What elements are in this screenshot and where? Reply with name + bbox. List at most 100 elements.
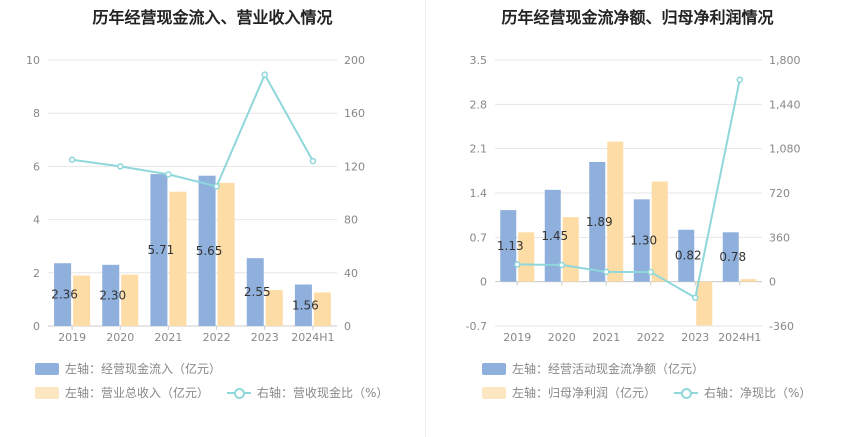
ratio-point: [647, 268, 654, 276]
bar-secondary: [562, 217, 579, 282]
ratio-point: [309, 157, 317, 165]
legend-item-net-profit[interactable]: 左轴：归母净利润（亿元）: [482, 384, 656, 401]
ratio-point: [165, 171, 172, 178]
ratio-point: [603, 268, 610, 276]
legend-swatch-bar-orange: [482, 386, 506, 399]
ratio-point: [68, 156, 76, 163]
bar-data-label: 5.65: [196, 244, 223, 258]
bar-secondary: [73, 275, 91, 326]
legend-label: 左轴：营业总收入（亿元）: [65, 386, 210, 400]
y-right-tick-label: 720: [769, 187, 790, 200]
ratio-point: [261, 71, 268, 78]
ratio-point: [117, 163, 124, 170]
x-tick-label: 2022: [203, 331, 231, 344]
ratio-point: [213, 183, 220, 190]
y-right-tick-label: 0: [769, 276, 776, 289]
y-right-tick-label: 360: [769, 231, 790, 244]
bar-secondary: [313, 292, 331, 326]
panel-divider: [425, 0, 426, 437]
y-right-tick-label: 120: [344, 160, 365, 173]
legend-item-net-cash-ratio[interactable]: 右轴：净现比（%）: [674, 384, 811, 401]
y-left-tick-label: 3.5: [470, 54, 488, 67]
ratio-point: [558, 261, 565, 269]
bar-secondary: [651, 181, 668, 282]
y-right-tick-label: 1,080: [769, 143, 801, 156]
ratio-point: [514, 261, 521, 268]
y-left-tick-label: 0: [480, 276, 487, 289]
bar-secondary: [169, 191, 187, 326]
legend-item-ratio[interactable]: 右轴：营收现金比（%）: [227, 384, 388, 401]
y-right-tick-label: 40: [344, 267, 358, 280]
legend-row-2: 左轴：营业总收入（亿元） 右轴：营收现金比（%）: [35, 384, 406, 401]
chart-plot-right: -0.7 0 0.7 1.4 2.1 2.8 3.5 -360 0 360 720 1,080 1,44…: [466, 54, 801, 344]
legend-item-cash-inflow[interactable]: 左轴：经营现金流入（亿元）: [35, 360, 221, 377]
legend-item-revenue[interactable]: 左轴：营业总收入（亿元）: [35, 384, 209, 401]
x-tick-label: 2023: [251, 331, 279, 344]
x-tick-label: 2024H1: [718, 331, 761, 344]
x-tick-label: 2021: [154, 331, 182, 344]
ratio-line: [71, 72, 314, 188]
chart-panel-right: 历年经营现金流净额、归母净利润情况 -0.7 0 0.7 1.4 2.1 2.8 3.5 -3…: [425, 0, 850, 437]
chart-panel-left: 历年经营现金流入、营业收入情况 0 2 4 6 8 10 0 40 80 120 160 200 201…: [26, 8, 406, 401]
legend-row-2: 左轴：归母净利润（亿元） 右轴：净现比（%）: [482, 384, 829, 401]
ratio-line: [517, 79, 741, 300]
bar-data-label: 1.30: [630, 234, 657, 248]
y-left-tick-label: 2.1: [470, 143, 488, 156]
bar-primary: [102, 264, 120, 326]
bar-primary: [589, 161, 606, 282]
y-right-tick-label: 160: [344, 107, 365, 120]
legend-swatch-bar-blue: [35, 362, 59, 375]
legend-swatch-bar-blue: [482, 362, 506, 375]
legend-swatch-line-icon: [227, 387, 252, 399]
y-left-tick-label: 10: [26, 54, 40, 67]
bar-primary: [54, 263, 72, 326]
y-left-tick-label: 2: [33, 267, 40, 280]
bar-primary: [544, 189, 561, 282]
y-right-tick-label: 80: [344, 214, 358, 227]
bar-primary: [722, 232, 739, 282]
x-tick-label: 2024H1: [291, 331, 334, 344]
y-left-tick-label: 8: [33, 107, 40, 120]
y-left-tick-label: 0.7: [470, 231, 488, 244]
bar-data-label: 1.13: [497, 239, 524, 253]
legend-label: 右轴：净现比（%）: [704, 386, 812, 400]
x-tick-label: 2022: [637, 331, 665, 344]
y-left-tick-label: 1.4: [470, 187, 488, 200]
y-left-tick-label: 2.8: [470, 98, 488, 111]
bar-data-label: 1.56: [292, 298, 319, 312]
legend-item-net-cash-flow[interactable]: 左轴：经营活动现金流净额（亿元）: [482, 360, 704, 377]
x-tick-label: 2021: [592, 331, 620, 344]
legend-swatch-bar-orange: [35, 386, 59, 399]
bar-primary: [678, 229, 695, 282]
legend-label: 左轴：归母净利润（亿元）: [512, 386, 657, 400]
legend-row-1: 左轴：经营现金流入（亿元）: [35, 360, 239, 377]
x-tick-label: 2020: [548, 331, 576, 344]
bar-primary: [246, 258, 264, 326]
y-left-tick-label: 0: [33, 320, 40, 333]
bar-data-label: 1.89: [586, 215, 613, 229]
chart-plot-left: 0 2 4 6 8 10 0 40 80 120 160 200 2019 2020 2021 2022 202…: [26, 54, 365, 344]
chart-title: 历年经营现金流入、营业收入情况: [92, 8, 333, 27]
legend-label: 右轴：营收现金比（%）: [257, 386, 389, 400]
bar-data-label: 2.36: [51, 288, 78, 302]
ratio-point: [736, 76, 743, 83]
y-right-tick-label: 1,440: [769, 98, 801, 111]
legend-swatch-line-icon: [674, 387, 699, 399]
bar-data-label: 0.82: [675, 249, 702, 263]
legend-row-1: 左轴：经营活动现金流净额（亿元）: [482, 360, 722, 377]
legend-label: 左轴：经营现金流入（亿元）: [65, 362, 222, 376]
x-tick-label: 2020: [106, 331, 134, 344]
y-left-tick-label: 4: [33, 214, 40, 227]
bar-secondary: [121, 274, 139, 326]
bar-primary: [198, 175, 216, 326]
bar-data-label: 2.30: [99, 288, 126, 302]
y-right-tick-label: -360: [769, 320, 794, 333]
x-tick-label: 2019: [503, 331, 531, 344]
x-tick-label: 2019: [58, 331, 86, 344]
bar-secondary: [518, 232, 535, 282]
y-right-tick-label: 0: [344, 320, 351, 333]
bar-data-label: 5.71: [148, 243, 175, 257]
bar-secondary: [217, 182, 235, 326]
bar-secondary: [696, 281, 713, 326]
bar-primary: [294, 284, 312, 326]
